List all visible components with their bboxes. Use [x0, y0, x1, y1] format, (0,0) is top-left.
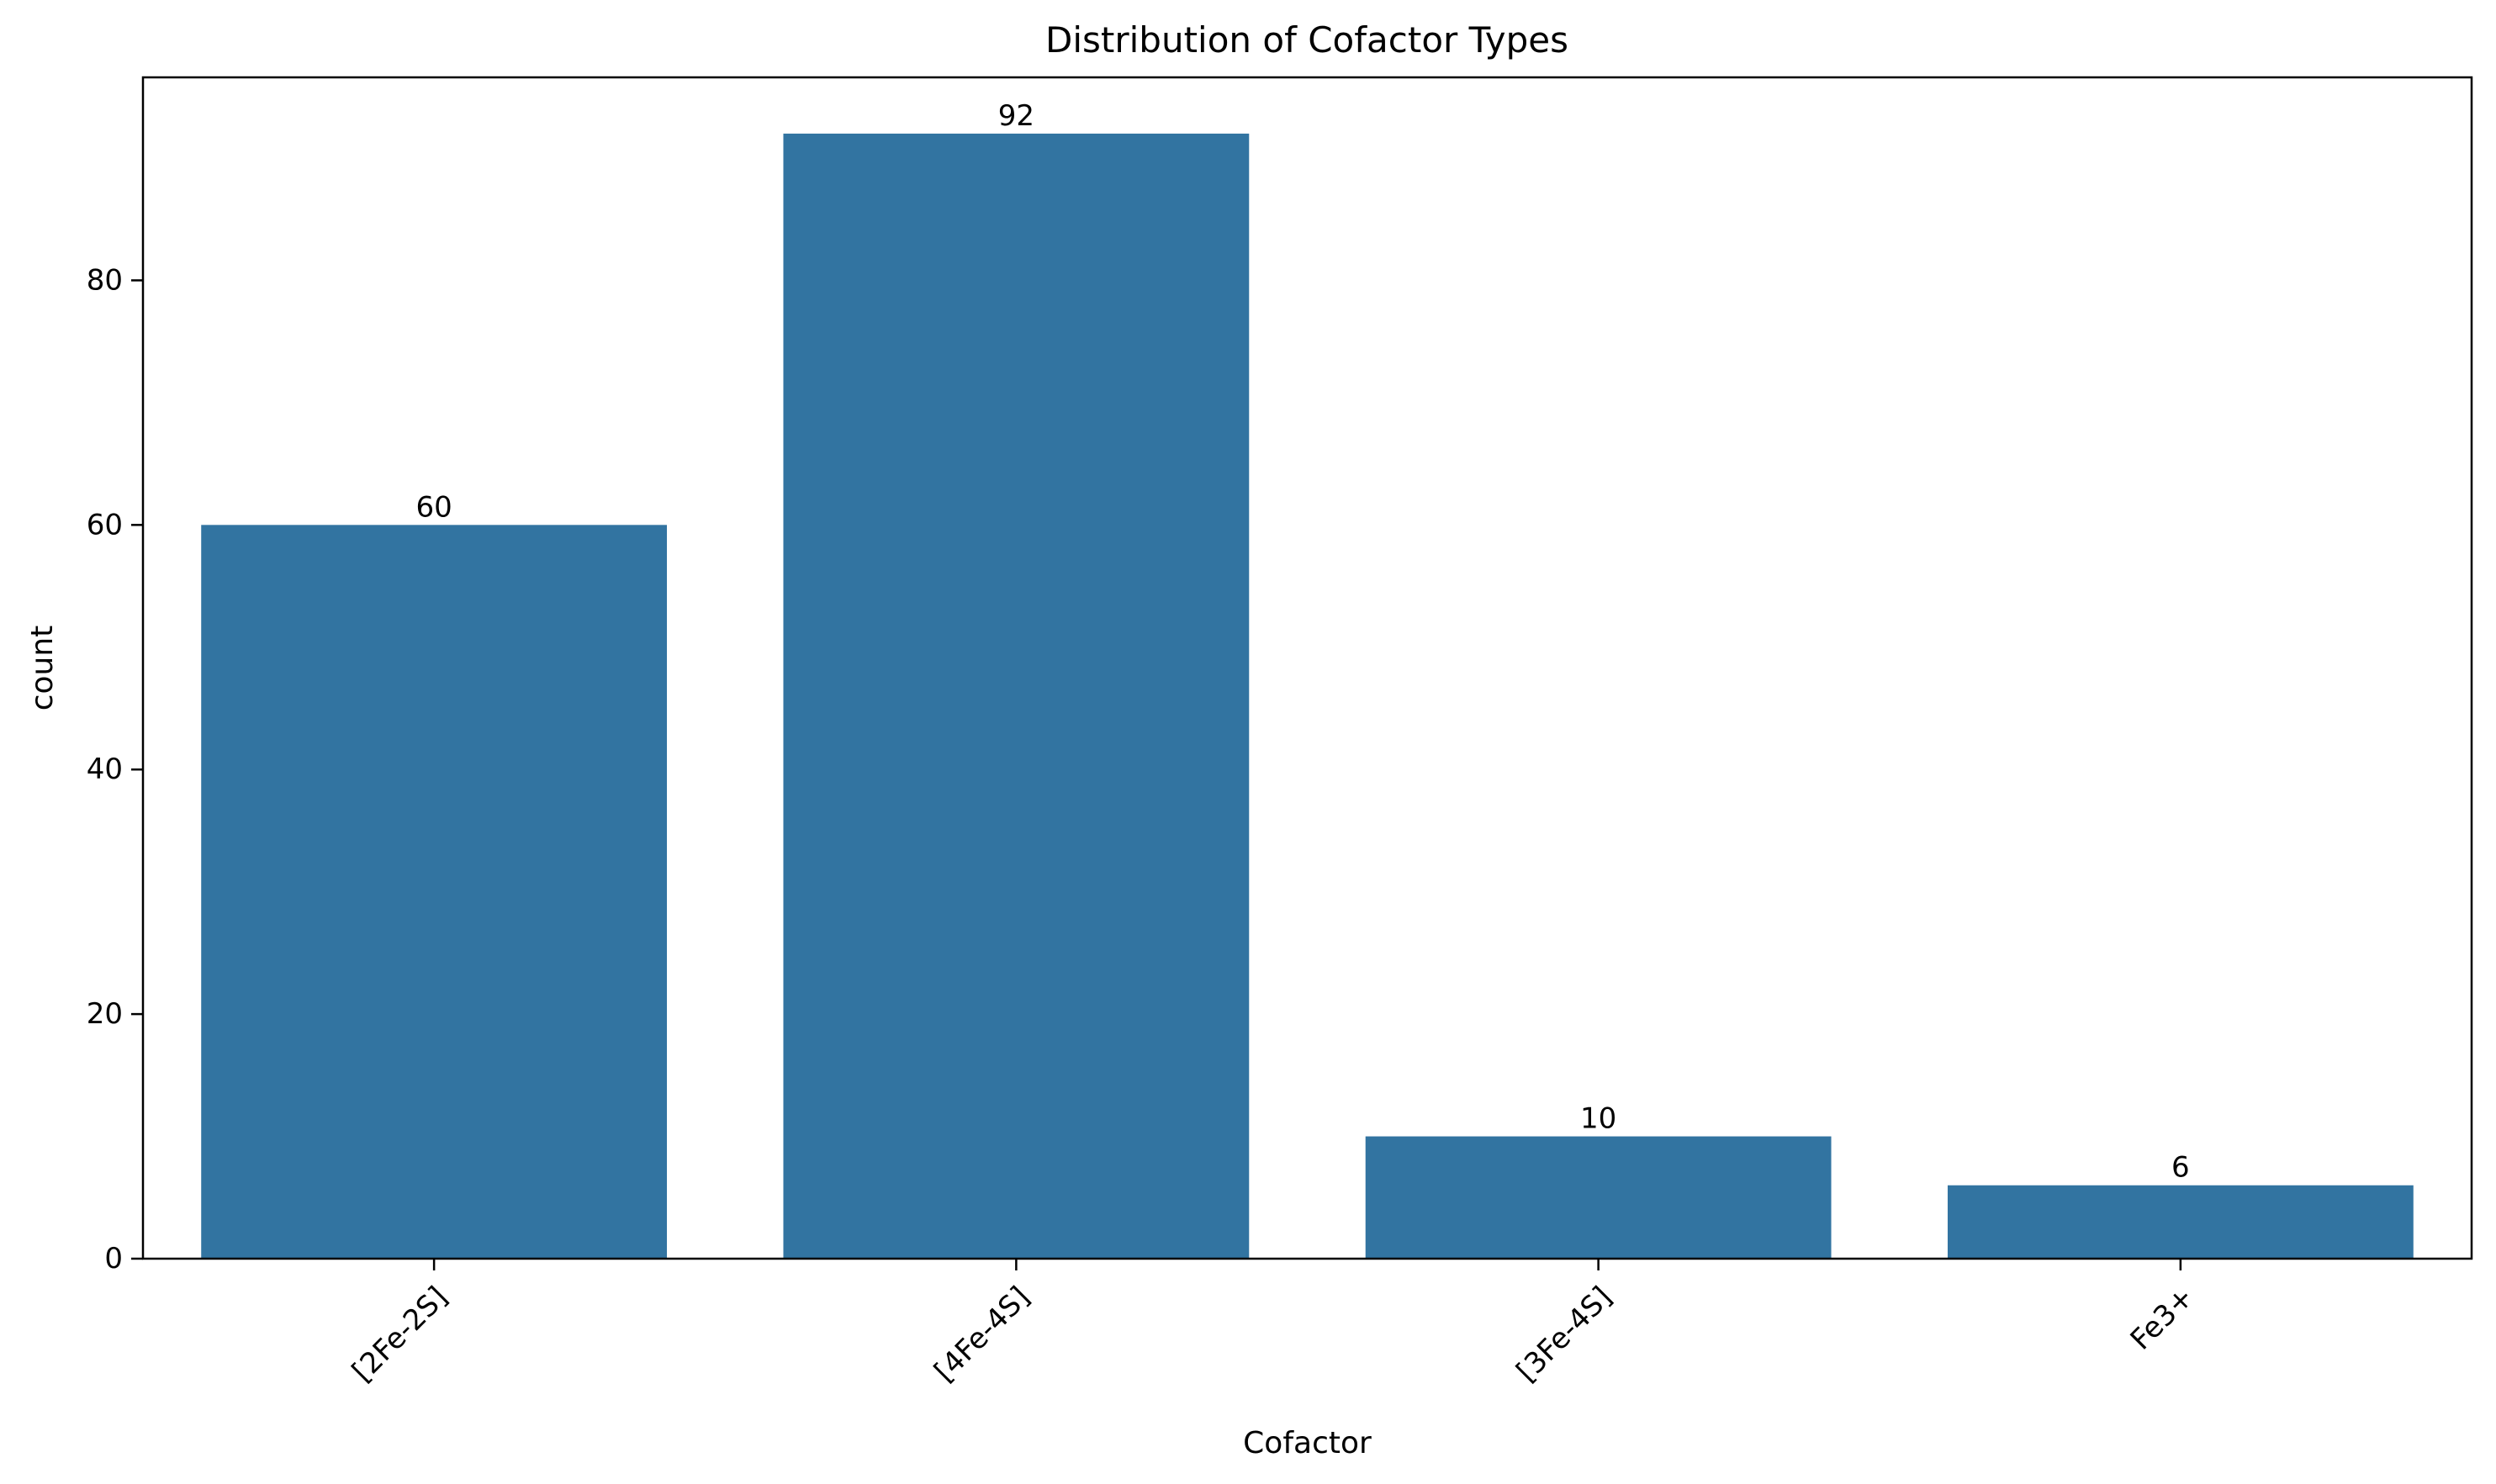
bar [1365, 1136, 1832, 1259]
data-label: 60 [415, 490, 452, 524]
y-tick-label: 0 [104, 1242, 123, 1275]
plot-frame [141, 76, 2473, 1260]
y-axis: 0 20 40 60 80 [87, 263, 143, 1275]
y-tick-label: 40 [87, 753, 123, 786]
y-tick-label: 20 [87, 997, 123, 1031]
x-axis-label: Cofactor [1243, 1426, 1372, 1460]
y-tick-label: 80 [87, 263, 123, 297]
data-label: 6 [2171, 1151, 2190, 1185]
bar [783, 133, 1250, 1259]
x-axis: [2Fe-2S] [4Fe-4S] [3Fe-4S] Fe3+ [346, 1259, 2201, 1388]
x-tick-label: [2Fe-2S] [346, 1281, 454, 1389]
data-label: 10 [1580, 1102, 1616, 1136]
data-label: 92 [998, 99, 1034, 133]
y-axis-label: count [25, 626, 60, 711]
chart-title: Distribution of Cofactor Types [1045, 19, 1568, 61]
x-tick-label: [4Fe-4S] [928, 1281, 1036, 1389]
bar [201, 525, 668, 1259]
data-labels-group: 60 92 10 6 [415, 99, 2189, 1185]
bars-group [201, 133, 2414, 1259]
bar [1947, 1185, 2414, 1259]
y-tick-label: 60 [87, 508, 123, 541]
x-tick-label: [3Fe-4S] [1510, 1281, 1619, 1389]
x-tick-label: Fe3+ [2124, 1281, 2201, 1357]
